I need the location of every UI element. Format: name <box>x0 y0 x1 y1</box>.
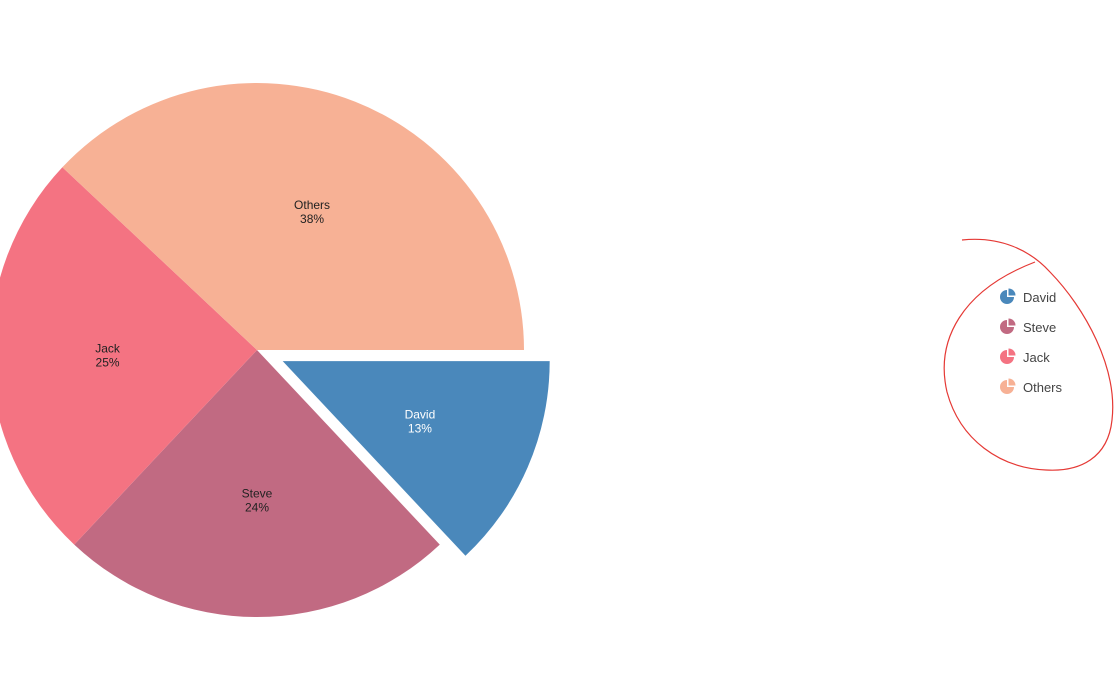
pie-slice-labels: David 13% Steve 24% Jack 25% Others 38% <box>95 198 435 515</box>
pie-slice-others <box>62 83 524 350</box>
legend-label: Others <box>1023 380 1063 395</box>
pie-icon-wedge <box>1008 378 1016 386</box>
slice-label-value: 38% <box>300 212 324 226</box>
legend-item-jack[interactable]: Jack <box>1000 348 1050 366</box>
legend-label: Steve <box>1023 320 1056 335</box>
legend-label: David <box>1023 290 1056 305</box>
pie-slice-jack <box>0 167 257 545</box>
legend-label: Jack <box>1023 350 1050 365</box>
slice-label-name: Steve <box>242 487 273 501</box>
slice-label-name: Others <box>294 198 330 212</box>
slice-label-jack: Jack 25% <box>95 342 121 370</box>
slice-label-name: Jack <box>95 342 121 356</box>
pie-slice-david <box>282 361 550 556</box>
legend-item-others[interactable]: Others <box>1000 378 1063 396</box>
slice-label-david: David 13% <box>405 408 436 436</box>
pie-icon-wedge <box>1008 348 1016 356</box>
slice-label-value: 25% <box>96 356 120 370</box>
slice-label-value: 24% <box>245 501 269 515</box>
legend: David Steve Jack Others <box>1000 288 1063 396</box>
pie-icon-wedge <box>1008 318 1016 326</box>
pie-slice-steve <box>74 350 440 617</box>
slice-label-name: David <box>405 408 436 422</box>
pie-icon <box>1000 320 1014 334</box>
slice-label-others: Others 38% <box>294 198 330 226</box>
pie-icon <box>1000 290 1014 304</box>
pie-icon <box>1000 350 1014 364</box>
legend-item-david[interactable]: David <box>1000 288 1056 306</box>
pie-icon-wedge <box>1008 288 1016 296</box>
slice-label-value: 13% <box>408 422 432 436</box>
hand-drawn-annotation-circle <box>943 238 1114 471</box>
slice-label-steve: Steve 24% <box>242 487 273 515</box>
pie-slices <box>0 83 550 617</box>
pie-icon <box>1000 380 1014 394</box>
legend-item-steve[interactable]: Steve <box>1000 318 1056 336</box>
